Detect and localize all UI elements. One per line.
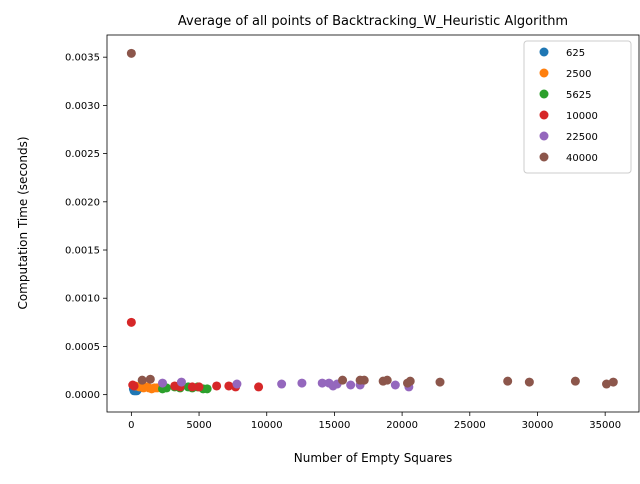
data-point (608, 377, 618, 387)
legend-entry: 2500 (539, 68, 591, 80)
data-point (129, 381, 139, 391)
data-point (202, 384, 212, 394)
legend-entry: 10000 (539, 110, 598, 122)
legend: 625 2500 5625 10000 22500 40000 (523, 40, 632, 174)
y-tick-label: 0.0010 (65, 294, 100, 305)
y-tick-label: 0.0020 (65, 197, 100, 208)
data-point (212, 381, 222, 391)
series-10000 (126, 317, 264, 392)
chart-title: Average of all points of Backtracking_W_… (178, 14, 568, 29)
legend-entry: 5625 (539, 89, 591, 101)
y-tick-label: 0.0035 (65, 53, 100, 64)
data-point (194, 382, 204, 392)
x-axis: 0 5000 10000 15000 20000 25000 30000 35000 (128, 412, 621, 431)
legend-frame (523, 40, 632, 174)
legend-marker (539, 110, 549, 120)
legend-marker (539, 131, 549, 141)
data-point (297, 378, 307, 388)
data-point (187, 382, 197, 392)
data-point (254, 382, 264, 392)
legend-label: 625 (566, 48, 585, 59)
legend-label: 10000 (566, 111, 598, 122)
legend-label: 22500 (566, 132, 598, 143)
data-point (359, 375, 369, 385)
data-point (602, 379, 612, 389)
data-point (570, 376, 580, 386)
x-tick-label: 30000 (522, 420, 554, 431)
data-point (435, 377, 445, 387)
y-tick-label: 0.0030 (65, 101, 100, 112)
y-tick-label: 0.0015 (65, 246, 100, 257)
x-tick-label: 5000 (186, 420, 211, 431)
data-point (338, 375, 348, 385)
data-point (277, 379, 287, 389)
series-22500 (158, 377, 414, 392)
x-tick-label: 35000 (589, 420, 621, 431)
plot-frame (106, 34, 640, 413)
data-point (176, 377, 186, 387)
legend-entry: 625 (539, 47, 585, 59)
data-point (390, 380, 400, 390)
data-point (126, 48, 136, 58)
data-point (137, 375, 147, 385)
legend-label: 5625 (566, 90, 591, 101)
data-point (382, 375, 392, 385)
x-tick-label: 0 (128, 420, 134, 431)
legend-entry: 22500 (539, 131, 598, 143)
x-tick-label: 10000 (251, 420, 283, 431)
x-tick-label: 25000 (454, 420, 486, 431)
legend-marker (539, 47, 549, 57)
data-point (346, 380, 356, 390)
data-point (503, 376, 513, 386)
legend-label: 40000 (566, 153, 598, 164)
legend-marker (539, 89, 549, 99)
y-axis-label: Computation Time (seconds) (16, 136, 30, 309)
data-point (158, 378, 168, 388)
x-tick-label: 15000 (319, 420, 351, 431)
data-point (317, 378, 327, 388)
legend-marker (539, 68, 549, 78)
data-point (232, 379, 242, 389)
x-tick-label: 20000 (386, 420, 418, 431)
data-point (126, 317, 136, 327)
data-point (224, 381, 234, 391)
y-axis: 0.0000 0.0005 0.0010 0.0015 0.0020 0.0025 0.00… (65, 53, 107, 401)
legend-entry: 40000 (539, 152, 598, 164)
series-40000 (126, 48, 618, 389)
data-point (145, 374, 155, 384)
data-point (524, 377, 534, 387)
points-layer (126, 48, 618, 396)
y-tick-label: 0.0000 (65, 390, 100, 401)
legend-label: 2500 (566, 69, 591, 80)
data-point (405, 376, 415, 386)
x-axis-label: Number of Empty Squares (294, 451, 452, 465)
y-tick-label: 0.0005 (65, 342, 100, 353)
legend-marker (539, 152, 549, 162)
y-tick-label: 0.0025 (65, 149, 100, 160)
